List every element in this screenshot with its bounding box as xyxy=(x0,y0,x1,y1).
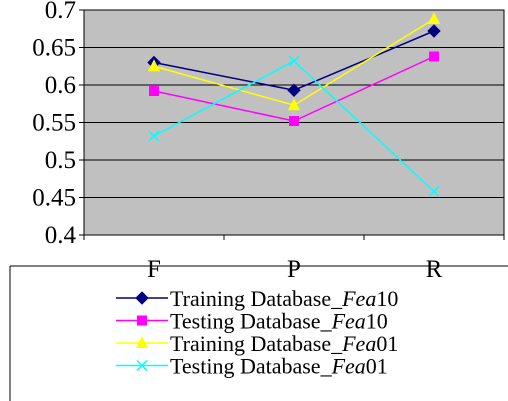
x-category-label: R xyxy=(426,256,443,283)
legend-marker xyxy=(137,315,147,326)
x-category-label: P xyxy=(287,256,301,283)
series-3 xyxy=(148,12,440,111)
legend-item: Testing Database_Fea10 xyxy=(116,309,388,334)
y-tick-label: 0.6 xyxy=(45,72,76,99)
y-tick-label: 0.55 xyxy=(32,110,76,137)
data-point xyxy=(288,98,300,111)
plot-area xyxy=(83,9,505,236)
legend-item: Testing Database_Fea01 xyxy=(116,354,388,379)
data-point xyxy=(148,59,160,72)
data-point xyxy=(287,83,301,97)
y-tick-label: 0.45 xyxy=(32,185,76,212)
series-layer xyxy=(147,12,441,198)
data-point xyxy=(428,185,440,198)
y-axis: 0.4 0.45 0.5 0.55 0.6 0.65 0.7 xyxy=(32,0,84,249)
series-2 xyxy=(149,51,439,126)
y-tick-label: 0.4 xyxy=(45,222,77,249)
y-tick-label: 0.7 xyxy=(45,0,76,24)
series-4 xyxy=(148,55,440,198)
legend-marker xyxy=(135,291,149,305)
legend-item: Training Database_Fea10 xyxy=(116,286,398,311)
data-point xyxy=(289,116,299,126)
legend-label: Training Database_Fea10 xyxy=(170,286,398,311)
data-point xyxy=(428,12,440,24)
data-point xyxy=(427,24,441,38)
data-point xyxy=(148,130,160,142)
legend-label: Training Database_Fea01 xyxy=(170,331,398,356)
legend-label: Testing Database_Fea01 xyxy=(170,354,388,379)
legend-item: Training Database_Fea01 xyxy=(116,331,398,356)
legend-marker xyxy=(136,359,148,372)
y-tick-label: 0.5 xyxy=(45,147,76,174)
legend-label: Testing Database_Fea10 xyxy=(170,309,388,334)
y-tick-label: 0.65 xyxy=(32,35,76,62)
data-point xyxy=(288,55,300,67)
data-point xyxy=(149,86,159,96)
legend-marker xyxy=(136,336,148,348)
x-category-label: F xyxy=(147,256,161,283)
data-point xyxy=(429,51,439,62)
